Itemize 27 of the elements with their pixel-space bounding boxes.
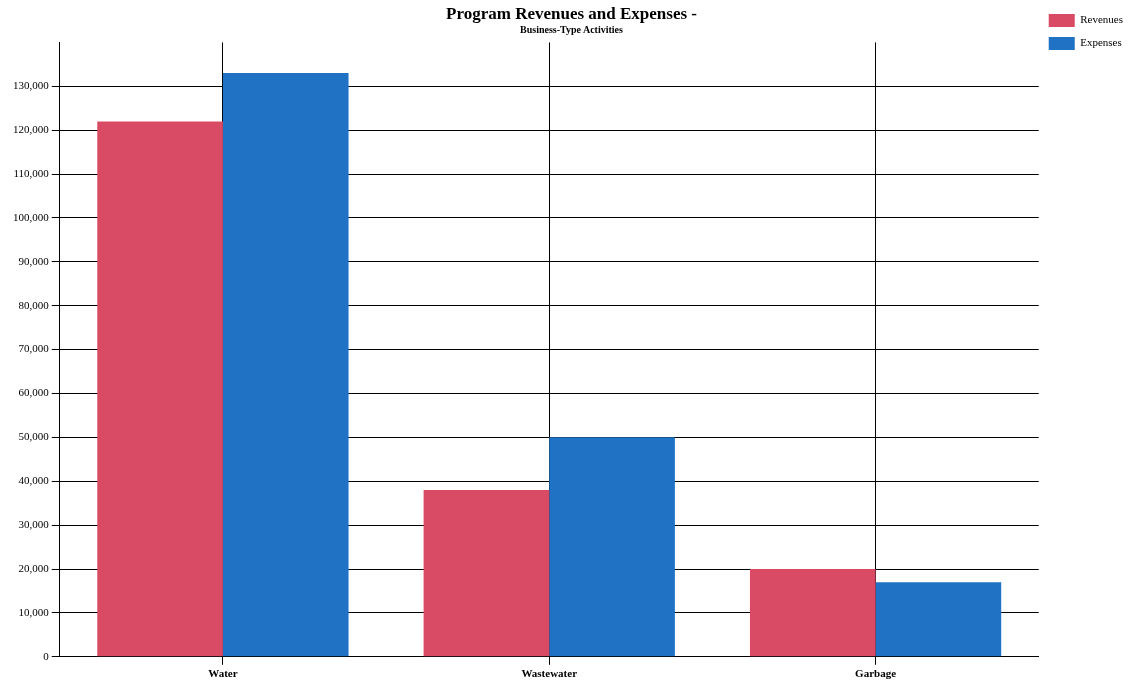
legend-label: Expenses	[1080, 36, 1122, 49]
y-tick-label: 10,000	[18, 605, 50, 618]
y-tick-label: 130,000	[13, 79, 50, 92]
y-tick-label: 70,000	[18, 342, 50, 355]
x-tick-label: Garbage	[855, 667, 897, 680]
y-tick-label: 40,000	[18, 474, 50, 487]
y-tick-label: 20,000	[18, 561, 50, 574]
bar	[749, 569, 876, 657]
y-tick-label: 30,000	[18, 518, 50, 531]
x-tick-label: Water	[208, 667, 238, 680]
bar	[549, 437, 675, 657]
chart-title: Program Revenues and Expenses -	[446, 3, 698, 23]
y-tick-label: 0	[43, 649, 50, 662]
bar	[423, 490, 550, 657]
y-tick-label: 60,000	[18, 386, 50, 399]
bar	[222, 73, 349, 657]
y-tick-label: 80,000	[18, 298, 50, 311]
y-tick-label: 50,000	[18, 430, 50, 443]
legend-label: Revenues	[1080, 13, 1123, 26]
bar	[875, 582, 1002, 657]
y-tick-label: 110,000	[13, 166, 50, 179]
x-tick-label: Wastewater	[521, 667, 578, 680]
y-tick-label: 120,000	[13, 123, 50, 136]
bar	[97, 121, 223, 657]
y-tick-label: 90,000	[18, 254, 50, 267]
chart-subtitle: Business-Type Activities	[520, 23, 624, 35]
y-tick-label: 100,000	[13, 210, 50, 223]
